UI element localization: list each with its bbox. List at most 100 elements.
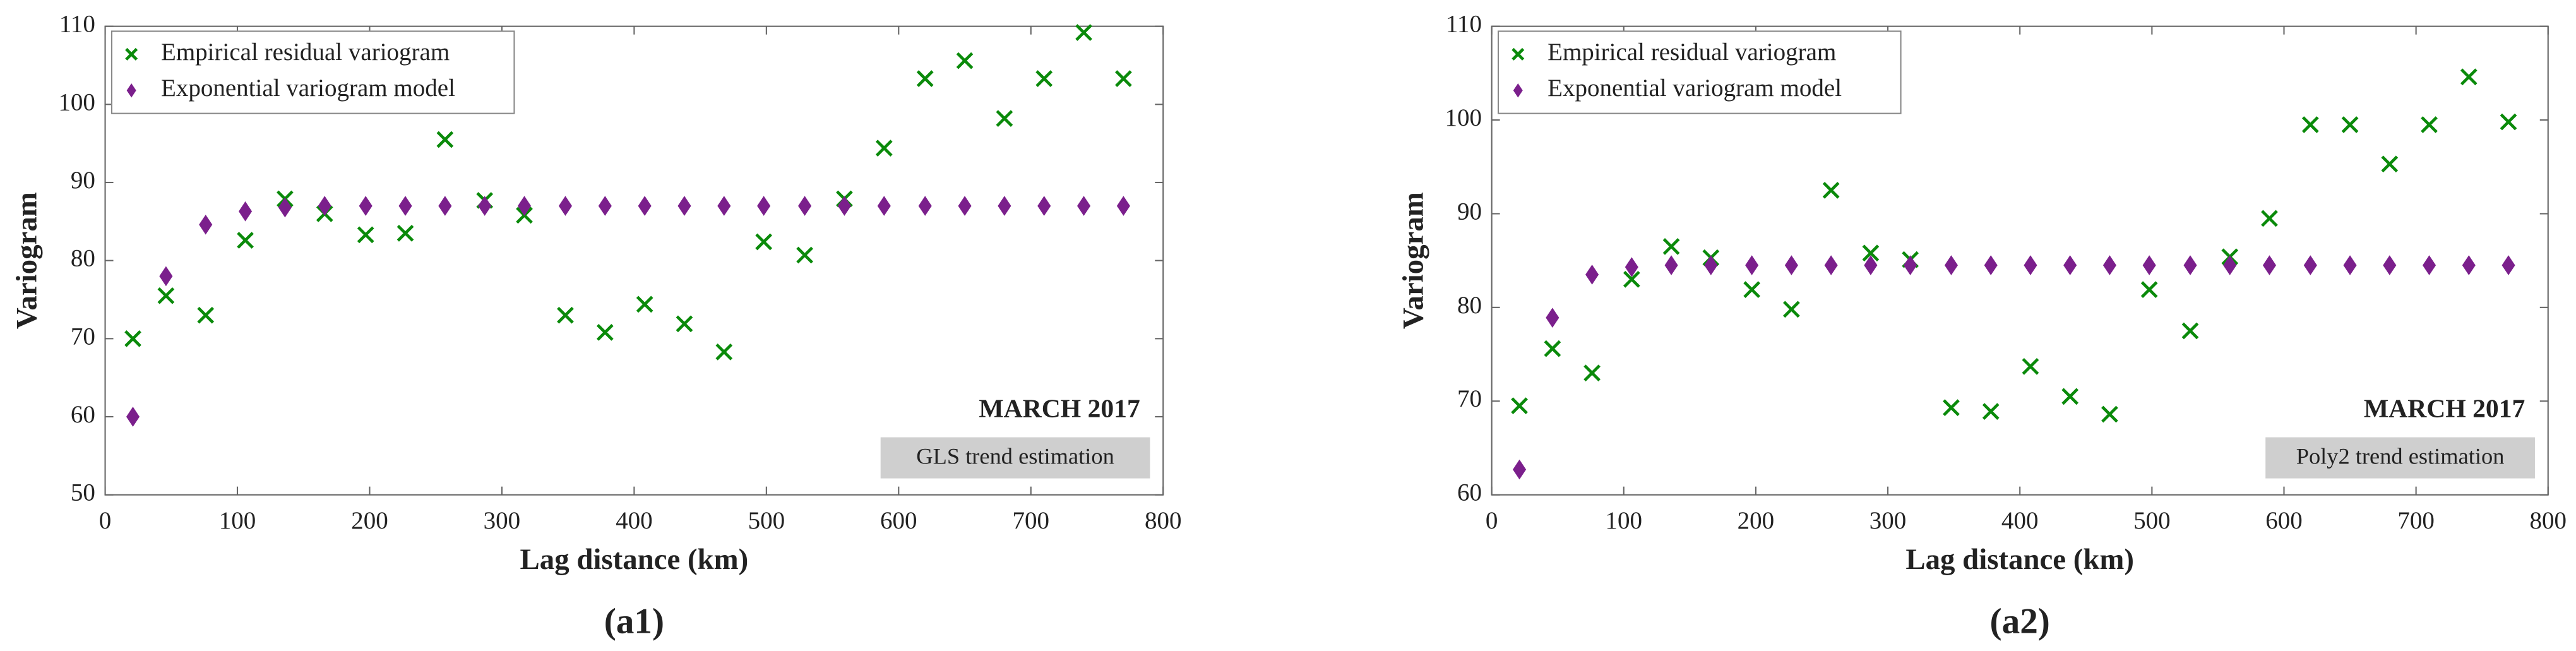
caption: (a1): [604, 601, 664, 641]
marker-diamond: [717, 196, 731, 216]
marker-diamond: [677, 196, 691, 216]
marker-diamond: [1513, 459, 1527, 480]
marker-diamond: [517, 196, 532, 216]
marker-diamond: [1664, 255, 1678, 275]
marker-diamond: [2183, 255, 2197, 275]
marker-x: [2140, 281, 2158, 299]
marker-x: [1822, 181, 1840, 199]
marker-diamond: [598, 196, 612, 216]
marker-diamond: [2102, 255, 2116, 275]
y-tick-label: 70: [71, 323, 95, 350]
marker-diamond: [1864, 255, 1878, 275]
x-tick-label: 300: [484, 507, 521, 534]
legend-label: Exponential variogram model: [1547, 75, 1842, 102]
marker-x: [2101, 405, 2118, 423]
box-annotation: Poly2 trend estimation: [2296, 444, 2505, 469]
marker-diamond: [2262, 255, 2277, 275]
marker-diamond: [278, 197, 292, 218]
y-tick-label: 60: [71, 401, 95, 428]
y-tick-label: 70: [1457, 385, 1482, 412]
marker-x: [1743, 281, 1761, 299]
annotation: MARCH 2017: [979, 394, 1140, 423]
marker-x: [197, 306, 215, 324]
legend-box: [110, 30, 515, 114]
marker-x: [796, 246, 813, 264]
marker-diamond: [1704, 255, 1718, 275]
x-tick-label: 100: [219, 507, 256, 534]
x-tick-label: 500: [2133, 507, 2171, 534]
y-tick-label: 90: [1457, 198, 1482, 225]
marker-x: [1511, 397, 1528, 415]
marker-diamond: [1784, 255, 1798, 275]
x-tick-label: 400: [616, 507, 653, 534]
marker-diamond: [359, 196, 373, 216]
marker-x: [124, 330, 141, 347]
x-axis-label: Lag distance (km): [520, 543, 749, 576]
marker-x: [1862, 244, 1880, 262]
marker-diamond: [2383, 255, 2397, 275]
x-tick-label: 100: [1606, 507, 1643, 534]
marker-x: [2500, 113, 2517, 131]
marker-x: [157, 287, 175, 304]
marker-diamond: [2303, 255, 2317, 275]
y-tick-label: 60: [1457, 479, 1482, 506]
marker-diamond: [2501, 255, 2515, 275]
marker-diamond: [1037, 196, 1051, 216]
marker-diamond: [159, 266, 173, 287]
marker-x: [596, 324, 614, 341]
marker-diamond: [998, 196, 1011, 216]
legend-label: Empirical residual variogram: [1547, 39, 1836, 66]
marker-x: [996, 110, 1013, 127]
marker-x: [916, 70, 934, 87]
marker-x: [636, 296, 653, 313]
x-tick-label: 0: [1486, 507, 1498, 534]
y-tick-label: 100: [58, 88, 95, 116]
marker-diamond: [558, 196, 573, 216]
marker-x: [2022, 357, 2039, 375]
marker-x: [436, 131, 454, 148]
marker-diamond: [2024, 255, 2037, 275]
marker-diamond: [478, 196, 492, 216]
x-tick-label: 400: [2001, 507, 2039, 534]
marker-x: [1115, 70, 1132, 87]
marker-diamond: [126, 407, 140, 427]
marker-diamond: [1116, 196, 1130, 216]
x-tick-label: 600: [2265, 507, 2303, 534]
y-tick-label: 80: [1457, 292, 1482, 319]
marker-x: [1783, 301, 1800, 318]
marker-diamond: [2423, 255, 2436, 275]
marker-x: [1544, 340, 1561, 357]
x-axis-label: Lag distance (km): [1905, 543, 2134, 576]
y-tick-label: 90: [71, 167, 95, 194]
marker-x: [2460, 68, 2478, 86]
marker-diamond: [757, 196, 771, 216]
marker-diamond: [798, 196, 812, 216]
x-tick-label: 200: [1738, 507, 1775, 534]
marker-x: [956, 52, 974, 69]
marker-diamond: [2343, 255, 2357, 275]
x-tick-label: 700: [2397, 507, 2435, 534]
marker-diamond: [239, 201, 253, 222]
marker-x: [1662, 238, 1680, 255]
annotation: MARCH 2017: [2364, 394, 2525, 423]
marker-diamond: [1824, 255, 1838, 275]
y-tick-label: 80: [71, 245, 95, 272]
marker-x: [237, 232, 254, 249]
marker-diamond: [1984, 255, 1998, 275]
marker-diamond: [1944, 255, 1958, 275]
marker-diamond: [2462, 255, 2476, 275]
marker-x: [1035, 70, 1053, 87]
marker-diamond: [199, 214, 213, 235]
x-tick-label: 800: [1145, 507, 1182, 534]
marker-x: [1512, 47, 1525, 61]
marker-diamond: [1077, 196, 1091, 216]
marker-x: [1583, 364, 1601, 382]
marker-x: [755, 233, 773, 251]
marker-diamond: [638, 196, 652, 216]
y-axis-label: Variogram: [1397, 192, 1430, 329]
marker-diamond: [1745, 255, 1759, 275]
x-tick-label: 800: [2530, 507, 2567, 534]
marker-x: [2421, 116, 2438, 133]
marker-x: [2061, 388, 2079, 405]
